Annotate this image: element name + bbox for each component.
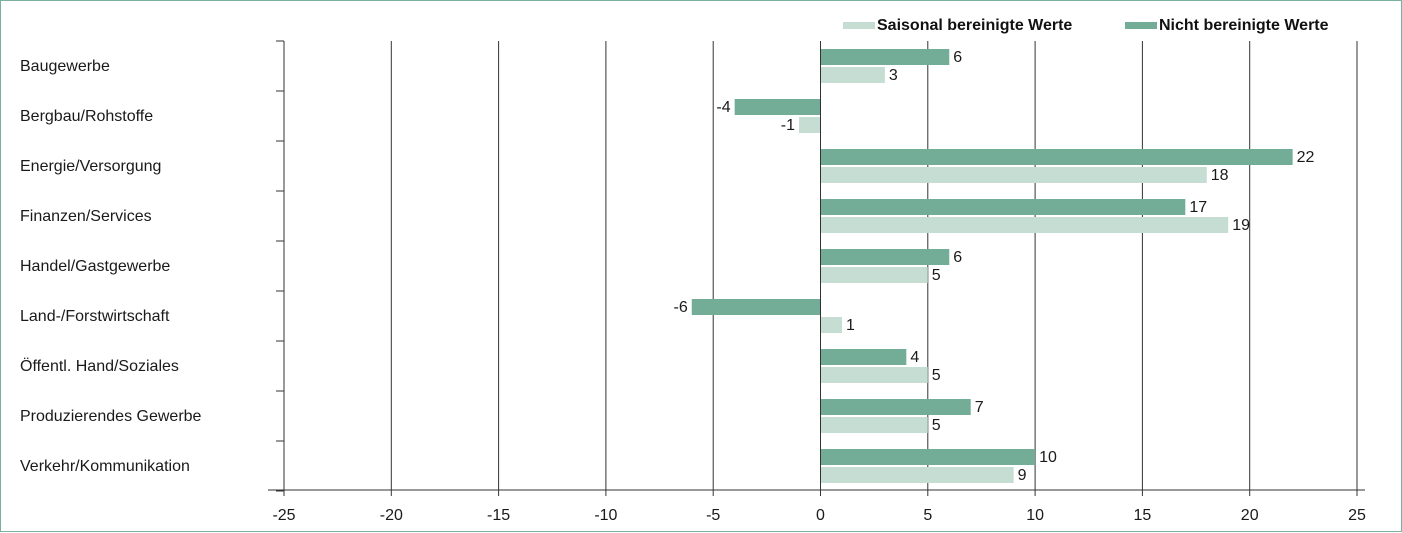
bar-saisonal-bereinigt	[820, 167, 1207, 183]
bar-saisonal-bereinigt	[820, 67, 885, 83]
category-label: Handel/Gastgewerbe	[20, 258, 170, 275]
legend-swatch	[1125, 22, 1157, 29]
bar-saisonal-bereinigt	[820, 467, 1014, 483]
data-label-nicht-bereinigt: 22	[1297, 149, 1315, 166]
data-label-nicht-bereinigt: 4	[910, 349, 919, 366]
bar-nicht-bereinigt	[820, 399, 971, 415]
bar-saisonal-bereinigt	[820, 367, 928, 383]
bar-nicht-bereinigt	[820, 149, 1293, 165]
legend-label: Saisonal bereinigte Werte	[877, 17, 1072, 34]
x-tick-label: 20	[1241, 507, 1259, 524]
bar-nicht-bereinigt	[820, 199, 1186, 215]
bar-nicht-bereinigt	[820, 349, 907, 365]
category-label: Land-/Forstwirtschaft	[20, 308, 170, 325]
bar-nicht-bereinigt	[820, 49, 950, 65]
x-tick-label: 15	[1134, 507, 1152, 524]
category-label: Baugewerbe	[20, 58, 110, 75]
data-label-saisonal-bereinigt: 5	[932, 417, 941, 434]
bar-saisonal-bereinigt	[820, 317, 842, 333]
category-label: Energie/Versorgung	[20, 158, 161, 175]
x-tick-label: -25	[272, 507, 295, 524]
data-label-nicht-bereinigt: 7	[975, 399, 984, 416]
x-tick-label: -15	[487, 507, 510, 524]
data-label-saisonal-bereinigt: 18	[1211, 167, 1229, 184]
data-label-nicht-bereinigt: -6	[674, 299, 688, 316]
x-tick-label: -5	[706, 507, 720, 524]
bar-saisonal-bereinigt	[799, 117, 821, 133]
category-label: Finanzen/Services	[20, 208, 152, 225]
x-tick-label: 0	[816, 507, 825, 524]
legend-label: Nicht bereinigte Werte	[1159, 17, 1329, 34]
data-label-saisonal-bereinigt: 9	[1018, 467, 1027, 484]
data-label-saisonal-bereinigt: 3	[889, 67, 898, 84]
category-label: Bergbau/Rohstoffe	[20, 108, 153, 125]
x-tick-label: -20	[380, 507, 403, 524]
bar-saisonal-bereinigt	[820, 267, 928, 283]
category-label: Öffentl. Hand/Soziales	[20, 357, 179, 375]
data-label-nicht-bereinigt: 6	[953, 49, 962, 66]
bar-saisonal-bereinigt	[820, 217, 1229, 233]
data-label-saisonal-bereinigt: 19	[1232, 217, 1250, 234]
x-tick-label: -10	[594, 507, 617, 524]
bar-nicht-bereinigt	[820, 449, 1036, 465]
data-label-nicht-bereinigt: 10	[1039, 449, 1057, 466]
category-label: Verkehr/Kommunikation	[20, 458, 190, 475]
data-label-saisonal-bereinigt: -1	[781, 117, 795, 134]
x-tick-label: 25	[1348, 507, 1366, 524]
data-label-nicht-bereinigt: 17	[1189, 199, 1207, 216]
data-label-saisonal-bereinigt: 5	[932, 367, 941, 384]
data-label-nicht-bereinigt: -4	[716, 99, 730, 116]
bar-saisonal-bereinigt	[820, 417, 928, 433]
data-label-saisonal-bereinigt: 1	[846, 317, 855, 334]
data-label-nicht-bereinigt: 6	[953, 249, 962, 266]
data-label-saisonal-bereinigt: 5	[932, 267, 941, 284]
bar-nicht-bereinigt	[734, 99, 821, 115]
x-tick-label: 10	[1026, 507, 1044, 524]
legend-swatch	[843, 22, 875, 29]
bar-nicht-bereinigt	[691, 299, 821, 315]
x-tick-label: 5	[923, 507, 932, 524]
category-label: Produzierendes Gewerbe	[20, 408, 202, 425]
bar-nicht-bereinigt	[820, 249, 950, 265]
